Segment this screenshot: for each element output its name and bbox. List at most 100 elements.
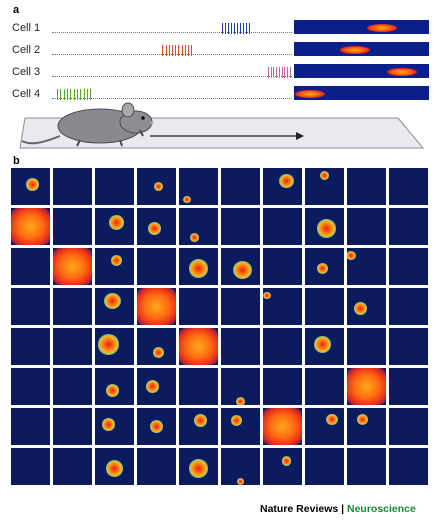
place-field-map-grid: [11, 168, 428, 485]
cell-row: Cell 3: [12, 64, 432, 80]
place-field-spot: [105, 383, 120, 397]
place-field-spot: [193, 414, 208, 428]
place-field-spot: [153, 181, 164, 192]
place-field-spot: [263, 408, 302, 445]
place-field-spot: [179, 328, 218, 365]
spike-mark: [83, 89, 85, 100]
rate-map-cell: [137, 408, 176, 445]
rate-map-cell: [11, 248, 50, 285]
rate-map-cell: [305, 208, 344, 245]
spike-mark: [181, 45, 183, 56]
place-field-spot: [316, 219, 337, 238]
place-field-spot: [147, 221, 162, 235]
panel-a-label: a: [13, 4, 20, 16]
rate-map-cell: [347, 208, 386, 245]
cell-label: Cell 4: [12, 88, 41, 100]
rate-map-cell: [347, 408, 386, 445]
spike-mark: [66, 89, 68, 100]
rate-map-cell: [389, 448, 428, 485]
rate-map-cell: [305, 448, 344, 485]
rate-map-cell: [221, 208, 260, 245]
place-field-spot: [319, 170, 330, 181]
rate-map-cell: [263, 288, 302, 325]
journal-name: Nature Reviews: [260, 503, 339, 515]
spike-mark: [281, 67, 283, 78]
rate-map-cell: [347, 288, 386, 325]
place-field-bar: [294, 64, 429, 78]
arrow-head-icon: [296, 132, 304, 140]
rate-map-cell: [137, 328, 176, 365]
rate-map-cell: [179, 248, 218, 285]
cell-row: Cell 2: [12, 42, 432, 58]
rate-map-cell: [221, 288, 260, 325]
rate-map-cell: [347, 328, 386, 365]
place-field-spot: [189, 232, 200, 243]
rate-map-cell: [389, 368, 428, 405]
rate-map-cell: [179, 368, 218, 405]
spike-train: [52, 89, 292, 100]
place-field-blob: [339, 46, 370, 54]
spike-mark: [245, 23, 247, 34]
place-field-spot: [235, 396, 246, 405]
rate-map-cell: [263, 448, 302, 485]
place-field-spot: [263, 291, 271, 300]
rate-map-cell: [137, 368, 176, 405]
rate-map-cell: [389, 408, 428, 445]
rate-map-cell: [305, 248, 344, 285]
place-field-spot: [11, 208, 50, 245]
spike-mark: [240, 23, 241, 34]
rate-map-cell: [347, 248, 386, 285]
rate-map-cell: [179, 168, 218, 205]
rate-map-cell: [389, 208, 428, 245]
place-field-spot: [105, 460, 124, 477]
rate-map-cell: [53, 448, 92, 485]
rate-map-cell: [263, 408, 302, 445]
rate-map-cell: [11, 368, 50, 405]
spike-mark: [270, 67, 272, 78]
spike-mark: [191, 45, 193, 56]
rate-map-cell: [137, 168, 176, 205]
spike-mark: [273, 67, 275, 78]
place-field-spot: [356, 413, 369, 425]
spike-mark: [248, 23, 250, 34]
place-field-spot: [108, 215, 125, 231]
cell-row: Cell 4: [12, 86, 432, 102]
place-field-spot: [53, 248, 92, 285]
rate-map-cell: [53, 208, 92, 245]
spike-mark: [63, 89, 65, 100]
rate-map-cell: [95, 328, 134, 365]
rate-map-cell: [221, 448, 260, 485]
place-field-spot: [188, 459, 209, 478]
place-field-spot: [137, 288, 176, 325]
spike-mark: [237, 23, 239, 34]
spike-mark: [178, 45, 180, 56]
place-field-blob: [387, 68, 417, 76]
section-name: Neuroscience: [346, 503, 416, 515]
spike-mark: [172, 45, 173, 56]
time-axis-dotted-line: [52, 32, 292, 33]
spike-mark: [231, 23, 233, 34]
rate-map-cell: [347, 368, 386, 405]
rate-map-cell: [305, 168, 344, 205]
rate-map-cell: [137, 248, 176, 285]
cell-row: Cell 1: [12, 20, 432, 36]
spike-mark: [56, 89, 58, 100]
place-field-spot: [103, 292, 122, 310]
place-field-spot: [353, 301, 368, 315]
journal-credit: Nature Reviews | Neuroscience: [260, 503, 416, 515]
spike-mark: [276, 67, 278, 78]
place-field-spot: [347, 250, 356, 261]
place-field-spot: [182, 195, 191, 204]
rate-map-cell: [389, 328, 428, 365]
rate-map-cell: [95, 168, 134, 205]
rate-map-cell: [53, 288, 92, 325]
place-field-spot: [101, 418, 116, 432]
rate-map-cell: [179, 288, 218, 325]
place-field-spot: [313, 336, 332, 353]
rate-map-cell: [179, 328, 218, 365]
spike-train: [52, 23, 292, 34]
spike-mark: [76, 89, 78, 100]
place-field-spot: [278, 173, 295, 189]
time-axis-dotted-line: [52, 76, 292, 77]
place-field-spot: [149, 420, 164, 433]
